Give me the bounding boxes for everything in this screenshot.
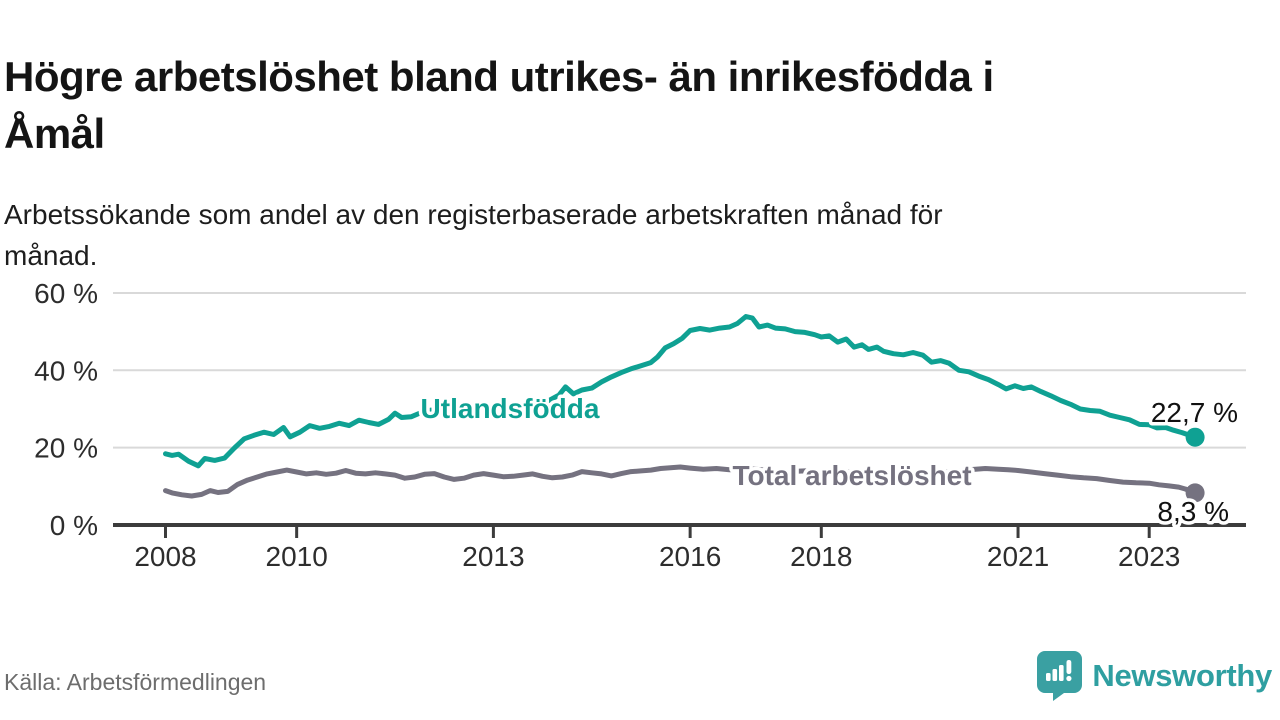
x-axis	[113, 523, 1246, 538]
y-tick-label: 40 %	[34, 355, 98, 386]
newsworthy-bubble-icon	[1037, 651, 1083, 701]
series-line	[163, 314, 1198, 469]
series-label-total: Total arbetslöshet	[732, 460, 971, 491]
y-tick-label: 60 %	[34, 278, 98, 309]
gridlines	[113, 291, 1246, 449]
x-tick-label: 2013	[462, 541, 524, 572]
source-note: Källa: Arbetsförmedlingen	[4, 669, 267, 695]
chart-subtitle: Arbetssökande som andel av den registerb…	[4, 199, 943, 271]
x-axis-labels: 2008 2010 2013 2016 2018 2021 2023	[134, 541, 1180, 572]
page-title: Högre arbetslöshet bland utrikes- än inr…	[4, 53, 994, 158]
y-tick-label: 20 %	[34, 433, 98, 464]
newsworthy-logo-text: Newsworthy	[1092, 658, 1272, 693]
data-series	[163, 314, 1205, 503]
newsworthy-logo: Newsworthy	[1037, 648, 1272, 704]
x-tick-label: 2010	[266, 541, 328, 572]
series-label-utlandsfodda: Utlandsfödda	[421, 393, 600, 424]
y-tick-label: 0 %	[50, 510, 98, 541]
x-tick-label: 2021	[987, 541, 1049, 572]
series-end-dot	[1185, 483, 1205, 503]
series-line	[163, 464, 1198, 499]
x-tick-label: 2016	[659, 541, 721, 572]
x-tick-label: 2018	[790, 541, 852, 572]
end-value-utlandsfodda: 22,7 %	[1151, 397, 1238, 428]
series-end-dot	[1185, 427, 1205, 447]
y-axis-labels: 0 % 20 % 40 % 60 %	[34, 278, 98, 541]
x-tick-label: 2008	[134, 541, 196, 572]
x-tick-label: 2023	[1118, 541, 1180, 572]
end-value-total: 8,3 %	[1157, 496, 1229, 527]
